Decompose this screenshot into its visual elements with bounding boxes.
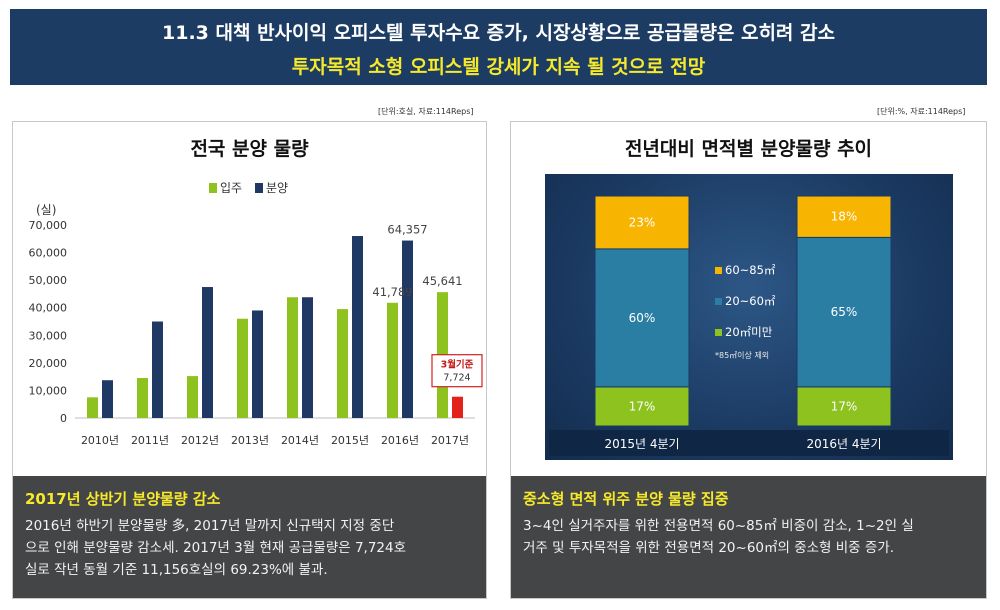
left-panel-title: 전국 분양 물량 (190, 138, 309, 160)
bar (237, 318, 248, 418)
y-tick-label: 20,000 (29, 357, 68, 370)
legend-swatch (209, 183, 217, 193)
left-desc-line: 실로 작년 동월 기준 11,156호실의 69.23%에 불과. (25, 562, 328, 578)
stack-segment (796, 236, 892, 388)
stacked-chart-background: 17% 60% 23% 2015년 4분기 17% 65% 18% 2016년 4분기 60~8… (545, 174, 953, 460)
right-unit-note: [단위:%, 자료:114Reps] (877, 107, 966, 116)
area-share-stacked-chart: 17% 60% 23% 2015년 4분기 17% 65% 18% 2016년 4분기 60~8… (549, 195, 949, 456)
legend-label: 60~85㎡ (725, 263, 776, 277)
x-tick-label: 2013년 (231, 434, 269, 447)
left-panel: 전국 분양 물량 (실) 0 10,000 20,000 30,000 40,000 50,… (12, 121, 487, 599)
left-unit-note: [단위:호실, 자료:114Reps] (378, 107, 474, 116)
header-banner: 11.3 대책 반사이익 오피스텔 투자수요 증가, 시장상황으로 공급물량은 … (10, 9, 987, 85)
category-label: 2015년 4분기 (604, 437, 679, 451)
x-tick-label: 2017년 (431, 434, 469, 447)
right-description: 중소형 면적 위주 분양 물량 집중 3~4인 실거주자를 위한 전용면적 60… (511, 476, 986, 598)
bar (387, 302, 398, 418)
legend-label: 분양 (266, 181, 288, 195)
left-desc-line: 으로 인해 분양물량 감소세. 2017년 3월 현재 공급물량은 7,724호 (25, 540, 407, 556)
category-strip (549, 430, 949, 456)
legend-swatch (715, 329, 722, 336)
data-label: 64,357 (387, 223, 427, 237)
bar (152, 321, 163, 418)
stack-segment (796, 195, 892, 238)
bar (137, 378, 148, 418)
legend-swatch (715, 267, 722, 274)
segment-label: 17% (629, 399, 656, 413)
legend-label: 20㎡미만 (725, 325, 773, 339)
y-tick-label: 0 (60, 412, 67, 425)
stack-segment (594, 195, 690, 250)
y-tick-label: 40,000 (29, 302, 68, 315)
right-description-title: 중소형 면적 위주 분양 물량 집중 (523, 490, 729, 508)
right-desc-line: 거주 및 투자목적을 위한 전용면적 20~60㎡의 중소형 비중 증가. (523, 540, 895, 556)
legend-note: *85㎡이상 제외 (715, 350, 769, 360)
bar (302, 297, 313, 418)
bar (337, 309, 348, 418)
legend-label: 입주 (220, 181, 242, 195)
legend-label: 20~60㎡ (725, 294, 776, 308)
segment-label: 23% (629, 215, 656, 229)
y-tick-label: 70,000 (29, 219, 68, 232)
x-tick-label: 2010년 (81, 434, 119, 447)
left-description-body: 2016년 하반기 분양물량 多, 2017년 말까지 신규택지 지정 중단 으… (25, 515, 474, 581)
x-tick-label: 2015년 (331, 434, 369, 447)
bar (402, 240, 413, 418)
y-tick-label: 60,000 (29, 247, 68, 260)
right-desc-line: 3~4인 실거주자를 위한 전용면적 60~85㎡ 비중이 감소, 1~2인 실 (523, 518, 914, 534)
bar (102, 380, 113, 418)
bar (252, 310, 263, 418)
bar (352, 236, 363, 418)
y-tick-label: 10,000 (29, 384, 68, 397)
left-description-title: 2017년 상반기 분양물량 감소 (25, 490, 221, 508)
stack-segment (796, 386, 892, 427)
x-tick-label: 2012년 (181, 434, 219, 447)
data-label: 41,789 (372, 285, 412, 299)
callout-line-2: 7,724 (443, 373, 470, 384)
right-panel-title: 전년대비 면적별 분양물량 추이 (624, 138, 873, 160)
callout-line-1: 3월기준 (441, 359, 474, 371)
segment-label: 60% (629, 311, 656, 325)
right-panel: 전년대비 면적별 분양물량 추이 17% 60% 23% 2015년 4분기 17% 65… (510, 121, 987, 599)
bar (452, 396, 463, 418)
segment-label: 18% (831, 210, 858, 224)
segment-label: 65% (831, 305, 858, 319)
national-supply-bar-chart: (실) 0 10,000 20,000 30,000 40,000 50,000 60,000… (29, 181, 483, 447)
header-line-1: 11.3 대책 반사이익 오피스텔 투자수요 증가, 시장상황으로 공급물량은 … (162, 22, 835, 44)
y-tick-label: 50,000 (29, 274, 68, 287)
x-tick-label: 2016년 (381, 434, 419, 447)
bar (287, 297, 298, 418)
bar (87, 397, 98, 418)
segment-label: 17% (831, 399, 858, 413)
right-description-body: 3~4인 실거주자를 위한 전용면적 60~85㎡ 비중이 감소, 1~2인 실… (523, 515, 974, 559)
category-label: 2016년 4분기 (806, 437, 881, 451)
stack-segment (594, 248, 690, 388)
legend-swatch (255, 183, 263, 193)
header-line-2: 투자목적 소형 오피스텔 강세가 지속 될 것으로 전망 (291, 56, 706, 78)
y-tick-label: 30,000 (29, 329, 68, 342)
bar (187, 376, 198, 418)
x-tick-label: 2011년 (131, 434, 169, 447)
left-description: 2017년 상반기 분양물량 감소 2016년 하반기 분양물량 多, 2017… (13, 476, 486, 598)
data-label: 45,641 (422, 274, 462, 288)
x-tick-label: 2014년 (281, 434, 319, 447)
stack-segment (594, 386, 690, 427)
bar (202, 287, 213, 418)
callout-box (431, 354, 483, 388)
left-desc-line: 2016년 하반기 분양물량 多, 2017년 말까지 신규택지 지정 중단 (25, 518, 395, 534)
y-axis-label: (실) (36, 203, 56, 217)
legend-swatch (715, 298, 722, 305)
